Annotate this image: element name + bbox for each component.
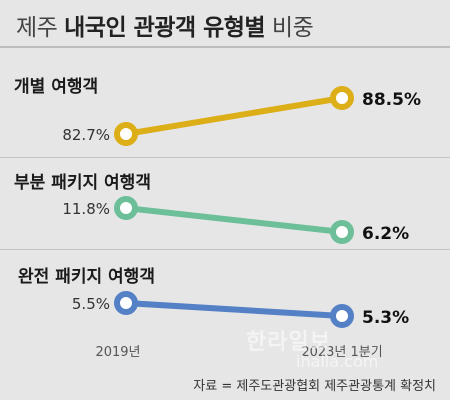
data-point <box>330 304 354 328</box>
series-line <box>123 95 345 137</box>
title-suffix: 비중 <box>271 15 314 41</box>
series-label-partial-package: 부분 패키지 여행객 <box>14 173 151 193</box>
data-point <box>114 196 138 220</box>
data-label: 5.5% <box>72 295 110 313</box>
watermark-logo: 한라일보 <box>246 324 331 356</box>
x-tick-label: 2023년 1분기 <box>301 345 382 360</box>
series-line <box>123 300 345 319</box>
title-main: 내국인 관광객 유형별 <box>64 15 266 41</box>
x-tick-label: 2019년 <box>95 345 140 360</box>
series-label-individual: 개별 여행객 <box>14 77 99 97</box>
series-label-full-package: 완전 패키지 여행객 <box>18 267 155 287</box>
data-point <box>330 220 354 244</box>
chart-title: 제주 내국인 관광객 유형별 비중 <box>16 8 314 42</box>
data-point <box>330 86 354 110</box>
divider <box>0 157 450 158</box>
data-label: 5.3% <box>362 308 409 328</box>
divider <box>0 249 450 250</box>
series-line <box>123 205 345 235</box>
data-point <box>114 122 138 146</box>
data-label: 11.8% <box>62 200 110 218</box>
data-label: 88.5% <box>362 90 421 110</box>
data-point <box>114 291 138 315</box>
watermark-name: 한라일보 <box>246 330 331 355</box>
title-region: 제주 <box>16 15 58 41</box>
title-rule <box>0 46 450 48</box>
source-footnote: 자료 = 제주도관광협회 제주관광통계 확정치 <box>193 379 436 394</box>
data-label: 6.2% <box>362 224 409 244</box>
watermark-url: ihalla.com <box>296 352 379 371</box>
data-label: 82.7% <box>62 126 110 144</box>
